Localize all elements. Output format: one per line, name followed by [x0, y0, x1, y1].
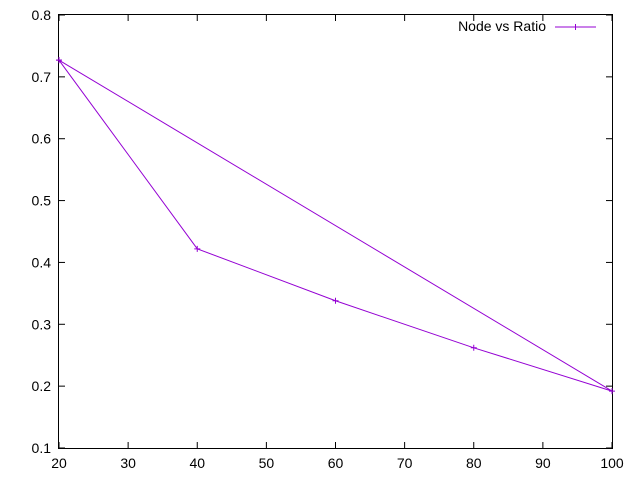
x-tick-label: 70 — [397, 455, 413, 471]
x-tick-label: 30 — [120, 455, 136, 471]
axis-ticks — [58, 14, 613, 449]
data-point-marker — [332, 297, 339, 304]
y-tick-label: 0.1 — [32, 440, 52, 456]
x-tick-label: 100 — [600, 455, 624, 471]
y-tick-label: 0.8 — [32, 7, 52, 23]
data-point-marker — [194, 245, 201, 252]
y-tick-label: 0.2 — [32, 378, 52, 394]
x-tick-label: 50 — [259, 455, 275, 471]
axis-tick-labels: 20 30 40 50 60 70 80 90 100 0.1 0.2 0.3 0.4 0.5 0.6 0.7… — [32, 7, 624, 471]
y-tick-label: 0.3 — [32, 316, 52, 332]
y-tick-label: 0.4 — [32, 254, 52, 270]
data-point-marker — [56, 57, 62, 64]
legend-marker — [572, 24, 579, 30]
series-line — [58, 59, 613, 392]
x-tick-label: 20 — [51, 455, 67, 471]
data-point-marker — [470, 344, 477, 351]
y-tick-label: 0.6 — [32, 131, 52, 147]
x-tick-label: 90 — [535, 455, 551, 471]
y-tick-label: 0.5 — [32, 193, 52, 209]
x-tick-label: 40 — [189, 455, 205, 471]
plot-frame — [58, 14, 613, 449]
y-tick-label: 0.7 — [32, 69, 52, 85]
legend: Node vs Ratio — [458, 18, 596, 34]
data-point-marker — [609, 388, 615, 395]
legend-label: Node vs Ratio — [458, 18, 546, 34]
x-tick-label: 80 — [466, 455, 482, 471]
x-tick-label: 60 — [328, 455, 344, 471]
series-layer — [56, 57, 615, 395]
